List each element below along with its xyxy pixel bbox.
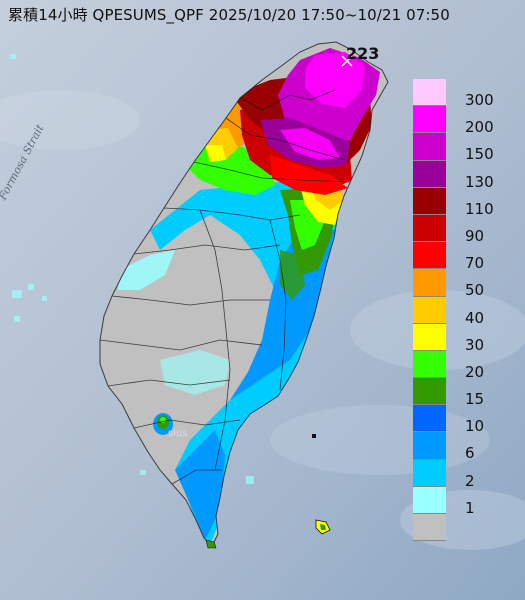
legend-swatch [413, 133, 446, 161]
sea-rain-speckles [10, 54, 254, 484]
legend-row: 150 [413, 133, 518, 164]
legend-label: 15 [465, 390, 485, 409]
legend-label: 10 [465, 417, 485, 436]
legend-swatch [413, 160, 446, 188]
legend-row: 110 [413, 187, 518, 218]
legend-row: 10 [413, 405, 518, 436]
map-title: 累積14小時 QPESUMS_QPF 2025/10/20 17:50~10/2… [8, 6, 450, 24]
legend-swatch [413, 405, 446, 433]
legend-label: 30 [465, 335, 485, 354]
legend-row: 70 [413, 242, 518, 273]
orchid-island-marker [312, 434, 316, 438]
legend-swatch [413, 378, 446, 406]
legend-label: 90 [465, 226, 485, 245]
county-boundaries [99, 41, 389, 547]
legend-row: 300 [413, 79, 518, 109]
legend-row: 2 [413, 459, 518, 490]
legend-swatch [413, 432, 446, 460]
legend-swatch [413, 459, 446, 487]
city-label-kaohsiung: sius [168, 428, 188, 439]
legend-label: 40 [465, 308, 485, 327]
legend-row: 15 [413, 378, 518, 409]
legend-swatch [413, 486, 446, 514]
legend-label: 130 [465, 172, 494, 191]
legend-swatch [413, 514, 446, 542]
legend-label: 70 [465, 254, 485, 273]
legend-row: 1 [413, 486, 518, 517]
legend-row: 30 [413, 323, 518, 354]
legend-row [413, 514, 518, 542]
legend-label: 1 [465, 498, 475, 517]
legend-swatch [413, 350, 446, 379]
southern-tip [205, 539, 217, 549]
legend-row: 40 [413, 296, 518, 327]
green-island [315, 519, 331, 535]
legend-row: 6 [413, 432, 518, 463]
legend-row: 200 [413, 106, 518, 137]
legend-label: 50 [465, 281, 485, 300]
legend-label: 110 [465, 199, 494, 218]
legend-swatch [413, 269, 446, 297]
legend-swatch [413, 187, 446, 215]
legend-row: 50 [413, 269, 518, 300]
legend-swatch [413, 242, 446, 270]
legend-swatch [413, 214, 446, 243]
legend-row: 90 [413, 214, 518, 245]
legend-label: 150 [465, 145, 494, 164]
legend-row: 20 [413, 350, 518, 381]
rainfall-legend: 300 200 150 130 110 90 70 50 40 30 20 15 10 6 2 1 [413, 79, 518, 542]
legend-label: 20 [465, 362, 485, 381]
legend-label: 6 [465, 444, 475, 463]
legend-label: 2 [465, 471, 475, 490]
max-rainfall-label: 223 [346, 44, 380, 63]
legend-swatch [413, 323, 446, 351]
legend-row: 130 [413, 160, 518, 191]
legend-swatch [413, 296, 446, 324]
legend-label: 300 [465, 91, 494, 109]
legend-label: 200 [465, 118, 494, 137]
legend-swatch [413, 106, 446, 134]
max-value-marker [341, 55, 353, 67]
legend-swatch [413, 79, 446, 107]
